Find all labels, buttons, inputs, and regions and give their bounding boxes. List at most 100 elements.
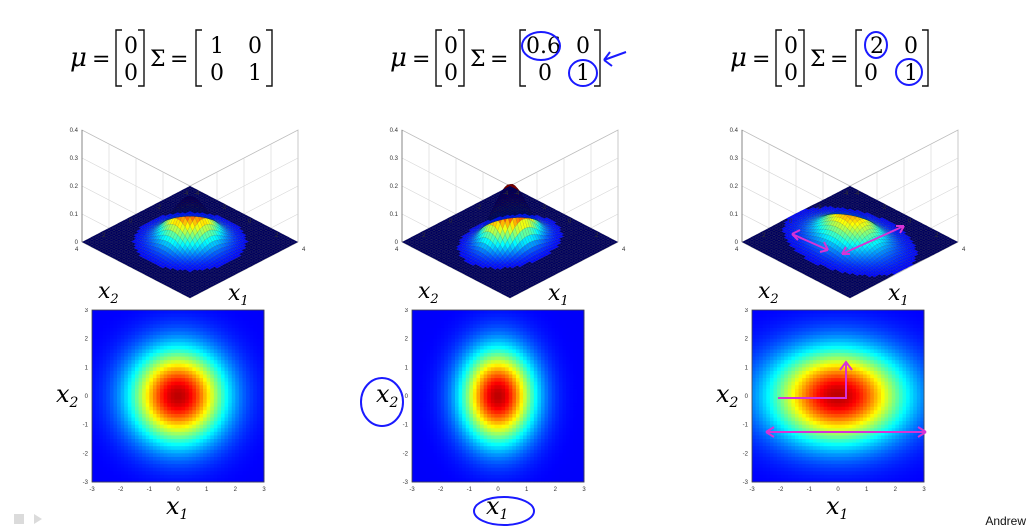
heatmap-y-tick: -3 xyxy=(403,480,409,486)
heatmap-x-tick: -1 xyxy=(807,487,813,493)
heatmap-x-tick: -3 xyxy=(749,487,755,493)
heatmap-x-tick: 0 xyxy=(176,487,180,493)
x1-tick-label: -4 xyxy=(514,191,520,197)
heatmap-y-tick: 1 xyxy=(405,365,409,371)
surface-mesh xyxy=(741,185,959,299)
x2-tick-label: -2 xyxy=(476,205,482,211)
x1-tick-label: -2 xyxy=(221,205,227,211)
mu-bracket xyxy=(775,29,805,87)
ink-circle-sigma22 xyxy=(568,59,598,87)
heatmap-x2-label: x2 xyxy=(716,380,739,411)
formula-right: μ = 0 0 Σ = 2 0 0 1 xyxy=(730,29,929,87)
x1-tick-label: -2 xyxy=(541,205,547,211)
heatmap-y-tick: 3 xyxy=(85,308,89,314)
x1-tick-label: 4 xyxy=(622,247,626,253)
equals-sign: = xyxy=(412,47,430,72)
heatmap-cells xyxy=(752,310,925,483)
surface-plot-middle: 0.4 0.3 0.2 0.1 0 -4 -2 0 2 4 4 2 0 -2 -4 x1 x2 xyxy=(390,128,626,307)
heatmap-x1-label: x1 xyxy=(826,492,848,523)
mu-bracket xyxy=(435,29,465,87)
heatmap-y-tick: -2 xyxy=(83,451,89,457)
equals-sign: = xyxy=(170,47,188,72)
sigma-symbol: Σ xyxy=(470,47,486,72)
x2-tick-label: 0 xyxy=(789,219,793,225)
heatmap-x-tick: 3 xyxy=(582,487,586,493)
heatmap-cells xyxy=(412,310,585,483)
heatmap-x2-label: x2 xyxy=(56,380,79,411)
equals-sign: = xyxy=(92,47,110,72)
heatmap-y-tick: 2 xyxy=(85,337,89,343)
z-tick-label: 0.1 xyxy=(70,212,79,218)
sigma-entry-12: 0 xyxy=(576,34,590,59)
heatmap-x-tick: 3 xyxy=(262,487,266,493)
z-tick-label: 0.4 xyxy=(70,128,79,134)
x1-tick-label: 2 xyxy=(935,233,939,239)
x2-tick-label: 4 xyxy=(735,247,739,253)
x1-tick-label: 0 xyxy=(568,219,572,225)
mu-entry-2: 0 xyxy=(784,61,798,86)
heatmap-x-tick: 3 xyxy=(922,487,926,493)
x2-tick-label: 2 xyxy=(102,233,106,239)
ink-circle-x1 xyxy=(473,496,535,526)
x2-tick-label: 4 xyxy=(75,247,79,253)
x1-tick-label: -4 xyxy=(854,191,860,197)
ink-circle-sigma22 xyxy=(895,58,923,86)
x2-tick-label: 0 xyxy=(449,219,453,225)
mu-entry-2: 0 xyxy=(124,61,138,86)
x1-tick-label: 4 xyxy=(962,247,966,253)
heatmap-y-tick: 2 xyxy=(405,337,409,343)
x2-tick-label: -4 xyxy=(843,191,849,197)
x1-tick-label: 0 xyxy=(908,219,912,225)
heatmap-y-tick: 0 xyxy=(405,394,409,400)
ink-double-arrows-surface xyxy=(791,225,905,255)
heatmap-y-tick: 0 xyxy=(85,394,89,400)
sigma-bracket xyxy=(519,29,601,87)
heatmap-y-tick: 3 xyxy=(745,308,749,314)
heatmap-y-tick: 3 xyxy=(405,308,409,314)
z-tick-label: 0.1 xyxy=(730,212,739,218)
heatmap-x-tick: 1 xyxy=(205,487,209,493)
z-tick-label: 0.2 xyxy=(730,184,739,190)
z-tick-label: 0 xyxy=(395,240,399,246)
x1-tick-label: -4 xyxy=(194,191,200,197)
sigma-entry-11: 2 xyxy=(870,34,884,59)
formula-middle: μ = 0 0 Σ = 0.6 0 0 1 xyxy=(390,29,627,87)
heatmap-x-tick: 2 xyxy=(234,487,238,493)
x1-tick-label: 2 xyxy=(595,233,599,239)
heatmap-y-tick: -1 xyxy=(83,423,89,429)
x1-axis-label: x1 xyxy=(228,281,249,307)
player-controls-icon xyxy=(14,514,42,524)
panel-right: μ = 0 0 Σ = 2 0 0 1 0.4 0.3 0.2 0.1 0 -4 -2 0 2 4… xyxy=(700,0,1000,530)
ink-circle-sigma11 xyxy=(864,31,888,59)
sigma-entry-12: 0 xyxy=(248,34,262,59)
mu-symbol: μ xyxy=(70,43,87,73)
formula-left: μ = 0 0 Σ = 1 0 0 1 xyxy=(70,29,273,87)
heatmap-y-tick: 1 xyxy=(85,365,89,371)
z-tick-label: 0.1 xyxy=(390,212,399,218)
surface-plot-left: 0.4 0.3 0.2 0.1 0 -4 -2 0 2 4 4 2 0 -2 -4 x1 x2 xyxy=(70,128,306,307)
heatmap-x-tick: -3 xyxy=(89,487,95,493)
heatmap-y-tick: 2 xyxy=(745,337,749,343)
sigma-entry-22: 1 xyxy=(904,61,918,86)
x2-tick-label: -4 xyxy=(183,191,189,197)
x1-tick-label: 0 xyxy=(248,219,252,225)
x2-tick-label: -2 xyxy=(816,205,822,211)
z-tick-label: 0.3 xyxy=(70,156,79,162)
sigma-entry-22: 1 xyxy=(248,61,262,86)
heatmap-frame xyxy=(411,309,585,483)
heatmap-frame xyxy=(751,309,925,483)
x2-tick-label: -2 xyxy=(156,205,162,211)
heatmap-frame xyxy=(91,309,265,483)
sigma-symbol: Σ xyxy=(810,47,826,72)
z-tick-label: 0.2 xyxy=(70,184,79,190)
x2-tick-label: 4 xyxy=(395,247,399,253)
heatmap-x-tick: 2 xyxy=(894,487,898,493)
surface-mesh xyxy=(81,185,299,299)
x1-axis-label: x1 xyxy=(548,281,569,307)
x1-tick-label: 4 xyxy=(302,247,306,253)
x2-tick-label: -4 xyxy=(503,191,509,197)
surface-mesh xyxy=(401,183,619,299)
heatmap-right: -3 -2 -1 0 1 2 3 3 2 1 0 -1 -2 -3 x1 x2 xyxy=(716,308,927,523)
equals-sign: = xyxy=(490,47,508,72)
